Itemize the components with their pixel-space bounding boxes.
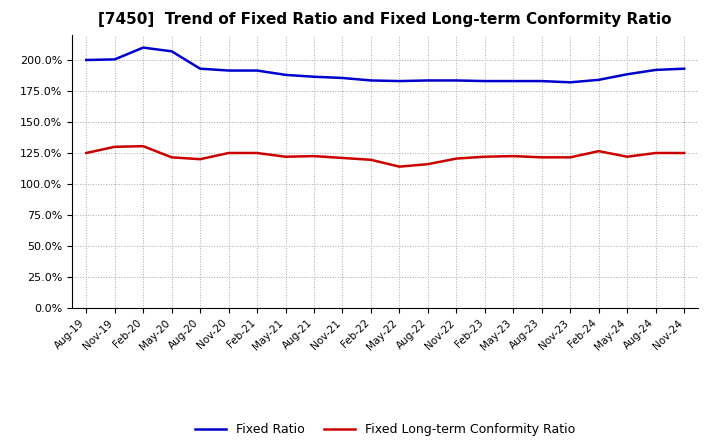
Fixed Long-term Conformity Ratio bbox=[623, 154, 631, 159]
Fixed Long-term Conformity Ratio bbox=[282, 154, 290, 159]
Fixed Long-term Conformity Ratio bbox=[566, 155, 575, 160]
Fixed Ratio bbox=[566, 80, 575, 85]
Line: Fixed Long-term Conformity Ratio: Fixed Long-term Conformity Ratio bbox=[86, 146, 684, 167]
Fixed Ratio bbox=[395, 78, 404, 84]
Fixed Long-term Conformity Ratio bbox=[537, 155, 546, 160]
Fixed Long-term Conformity Ratio bbox=[366, 157, 375, 162]
Fixed Ratio bbox=[452, 78, 461, 83]
Fixed Ratio bbox=[366, 78, 375, 83]
Fixed Long-term Conformity Ratio bbox=[167, 155, 176, 160]
Fixed Long-term Conformity Ratio bbox=[452, 156, 461, 161]
Legend: Fixed Ratio, Fixed Long-term Conformity Ratio: Fixed Ratio, Fixed Long-term Conformity … bbox=[190, 418, 580, 440]
Fixed Ratio bbox=[652, 67, 660, 73]
Fixed Ratio bbox=[82, 57, 91, 62]
Fixed Ratio bbox=[537, 78, 546, 84]
Fixed Long-term Conformity Ratio bbox=[225, 150, 233, 156]
Fixed Long-term Conformity Ratio bbox=[196, 157, 204, 162]
Title: [7450]  Trend of Fixed Ratio and Fixed Long-term Conformity Ratio: [7450] Trend of Fixed Ratio and Fixed Lo… bbox=[99, 12, 672, 27]
Fixed Long-term Conformity Ratio bbox=[110, 144, 119, 150]
Fixed Ratio bbox=[509, 78, 518, 84]
Fixed Ratio bbox=[139, 45, 148, 50]
Fixed Ratio bbox=[196, 66, 204, 71]
Fixed Long-term Conformity Ratio bbox=[395, 164, 404, 169]
Fixed Ratio bbox=[110, 57, 119, 62]
Fixed Ratio bbox=[225, 68, 233, 73]
Fixed Ratio bbox=[338, 75, 347, 81]
Fixed Ratio bbox=[253, 68, 261, 73]
Fixed Long-term Conformity Ratio bbox=[680, 150, 688, 156]
Fixed Ratio bbox=[167, 49, 176, 54]
Fixed Ratio bbox=[595, 77, 603, 82]
Fixed Ratio bbox=[423, 78, 432, 83]
Line: Fixed Ratio: Fixed Ratio bbox=[86, 48, 684, 82]
Fixed Long-term Conformity Ratio bbox=[652, 150, 660, 156]
Fixed Long-term Conformity Ratio bbox=[480, 154, 489, 159]
Fixed Ratio bbox=[623, 72, 631, 77]
Fixed Long-term Conformity Ratio bbox=[423, 161, 432, 167]
Fixed Ratio bbox=[680, 66, 688, 71]
Fixed Ratio bbox=[282, 72, 290, 77]
Fixed Long-term Conformity Ratio bbox=[253, 150, 261, 156]
Fixed Long-term Conformity Ratio bbox=[82, 150, 91, 156]
Fixed Long-term Conformity Ratio bbox=[509, 154, 518, 159]
Fixed Long-term Conformity Ratio bbox=[139, 143, 148, 149]
Fixed Long-term Conformity Ratio bbox=[338, 155, 347, 161]
Fixed Ratio bbox=[480, 78, 489, 84]
Fixed Long-term Conformity Ratio bbox=[595, 149, 603, 154]
Fixed Long-term Conformity Ratio bbox=[310, 154, 318, 159]
Fixed Ratio bbox=[310, 74, 318, 79]
